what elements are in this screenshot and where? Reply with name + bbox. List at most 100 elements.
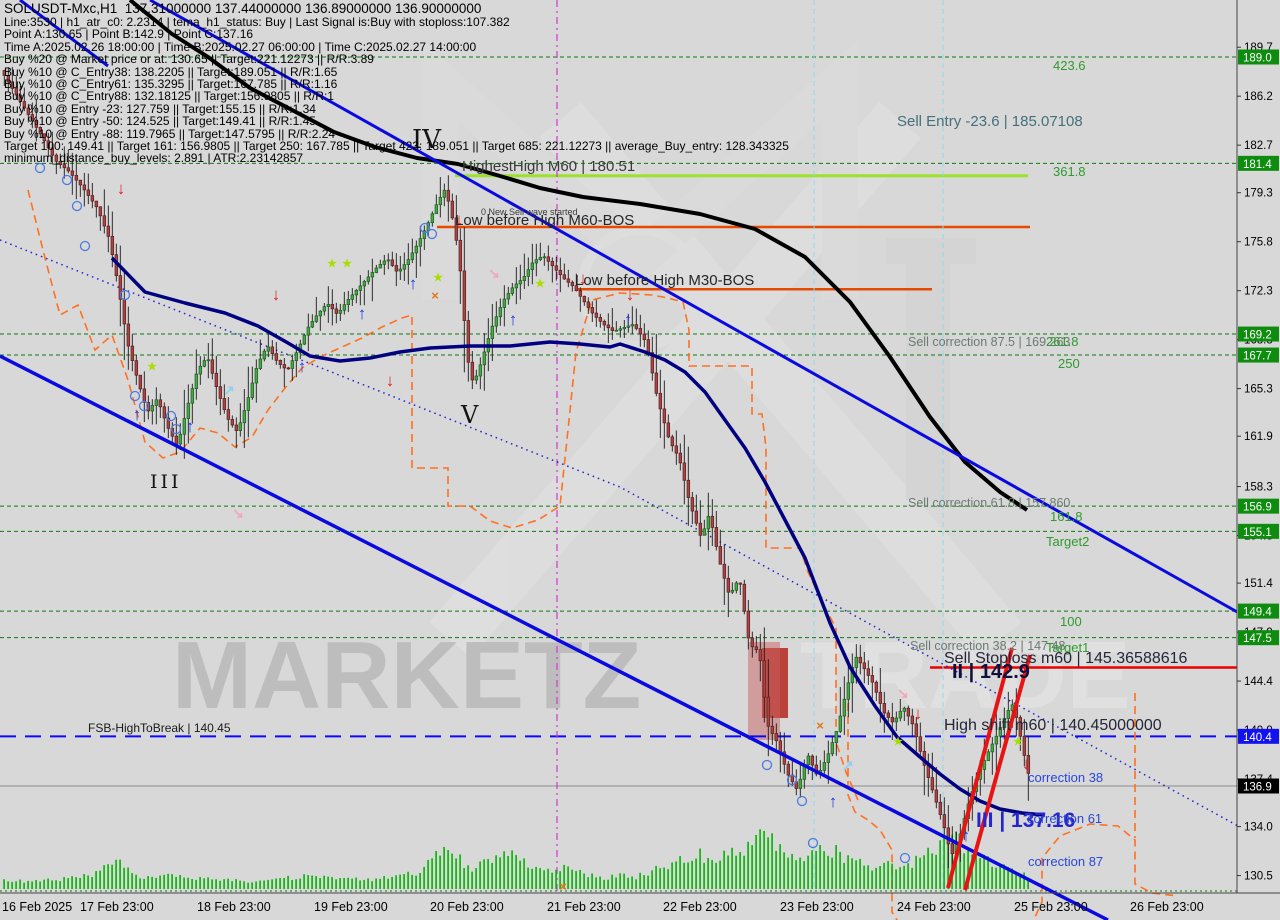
buy-level-line: Buy %10 @ C_Entry61: 135.3295 || Target:… — [4, 77, 338, 92]
info-panel: SOLUSDT-Mxc,H1 137.31000000 137.44000000… — [4, 2, 789, 165]
circle-marker-icon — [61, 174, 73, 186]
signal-line: Line:3530 | h1_atr_c0: 2.2314 | tema_h1_… — [4, 15, 510, 29]
times-line: Time A:2025.02.26 18:00:00 | Time B:2025… — [4, 39, 477, 54]
price-badge-label: 140.4 — [1243, 732, 1272, 744]
circle-marker-icon — [119, 289, 131, 301]
price-tick: 186.2 — [1244, 91, 1273, 103]
price-badge — [1238, 498, 1279, 514]
trendline-lower-channel[interactable] — [0, 354, 1109, 920]
price-axis[interactable] — [1237, 0, 1280, 920]
star-icon: ★ — [1013, 736, 1023, 748]
buy-arrow-icon: ↑ — [624, 310, 633, 329]
buy-arrow-icon: ↑ — [133, 405, 142, 424]
x-marker-icon: × — [816, 718, 824, 733]
buy-level-line: Buy %10 @ Entry -50: 124.525 || Target:1… — [4, 114, 316, 129]
annotation: Sell Entry -23.6 | 185.07108 — [897, 113, 1083, 130]
buy-arrow-icon: ↑ — [409, 274, 418, 293]
price-badge — [1238, 523, 1279, 539]
price-badge — [1238, 326, 1279, 342]
annotation: 261.8 — [1046, 334, 1079, 349]
price-tick: 172.3 — [1244, 286, 1273, 298]
hollow-up-arrow-icon: ↗ — [223, 382, 235, 398]
price-badge-label: 169.2 — [1243, 330, 1272, 342]
price-badge — [1238, 630, 1279, 646]
trendline-red-channel-2[interactable] — [963, 654, 1032, 891]
price-tick: 158.3 — [1244, 482, 1273, 494]
annotation: correction 38 — [1028, 770, 1103, 785]
time-label: 19 Feb 23:00 — [314, 900, 388, 914]
annotation: IV — [412, 125, 442, 155]
x-marker-icon: × — [431, 288, 439, 303]
price-badge-label: 189.0 — [1243, 53, 1272, 65]
sell-arrow-icon: ↓ — [579, 269, 588, 288]
circle-marker-icon — [165, 410, 177, 422]
star-icon: ★ — [433, 272, 443, 284]
star-icon: ★ — [342, 258, 352, 270]
price-tick: 151.4 — [1244, 578, 1273, 590]
annotation: Low before High M30-BOS — [575, 272, 754, 289]
price-badge — [1238, 347, 1279, 363]
price-badge — [1238, 728, 1279, 744]
brand-watermark: MARKETZ TRADE — [172, 622, 1131, 729]
time-label: 20 Feb 23:00 — [430, 900, 504, 914]
price-badge-label: 147.5 — [1243, 633, 1272, 645]
circle-marker-icon — [34, 162, 46, 174]
sell-arrow-icon: ↓ — [626, 285, 635, 304]
time-label: 25 Feb 23:00 — [1014, 900, 1088, 914]
circle-marker-icon — [170, 423, 182, 435]
symbol-ohlc-line: SOLUSDT-Mxc,H1 137.31000000 137.44000000… — [4, 1, 482, 16]
annotation: 0 New Sell wave started — [481, 207, 578, 217]
price-badge-label: 155.1 — [1243, 527, 1272, 539]
sell-arrow-icon: ↓ — [455, 210, 464, 229]
trendline-upper-channel[interactable] — [149, 0, 1256, 624]
logo-watermark — [422, 39, 1021, 658]
buy-arrow-icon: ↑ — [962, 826, 971, 845]
annotation: III | 137.16 — [976, 809, 1075, 832]
buy-level-line: Buy %10 @ Entry -88: 119.7965 || Target:… — [4, 126, 336, 141]
price-badge — [1238, 603, 1279, 619]
star-icon: ★ — [893, 736, 903, 748]
price-tick: 161.9 — [1244, 431, 1273, 443]
ma-daily[interactable] — [128, 0, 1029, 512]
annotation: II | 142.9 — [952, 661, 1030, 683]
price-badge — [1238, 49, 1279, 65]
annotation: High shift m60 | 140.45000000 — [944, 717, 1162, 734]
time-label: 24 Feb 23:00 — [897, 900, 971, 914]
circle-marker-icon — [71, 200, 83, 212]
annotation: correction 61 — [1027, 811, 1102, 826]
annotation: FSB-HighToBreak | 140.45 — [88, 721, 231, 735]
trendline-red-channel-1[interactable] — [946, 647, 1014, 889]
time-label: 23 Feb 23:00 — [780, 900, 854, 914]
sell-arrow-icon: ↓ — [1022, 754, 1031, 773]
price-tick: 179.3 — [1244, 188, 1273, 200]
circle-marker-icon — [761, 759, 773, 771]
star-icon: ★ — [327, 258, 337, 270]
circle-marker-icon — [419, 222, 431, 234]
annotation: III — [150, 471, 182, 493]
circle-marker-icon — [138, 400, 150, 412]
annotation: V — [460, 401, 479, 429]
time-label: 21 Feb 23:00 — [547, 900, 621, 914]
buy-level-line: Buy %20 @ Market price or at: 130.65 || … — [4, 52, 374, 67]
circle-marker-icon — [899, 852, 911, 864]
price-badge-label: 156.9 — [1243, 502, 1272, 514]
time-label: 17 Feb 23:00 — [80, 900, 154, 914]
annotation: 423.6 — [1053, 58, 1086, 73]
buy-arrow-icon: ↑ — [298, 357, 307, 376]
annotation: 250 — [1058, 356, 1080, 371]
annotation: Target2 — [1046, 534, 1089, 549]
x-marker-icon: × — [559, 879, 567, 894]
watermark-left: MARKETZ — [172, 622, 641, 729]
annotation: 161.8 — [1050, 509, 1083, 524]
time-label: 22 Feb 23:00 — [663, 900, 737, 914]
ma-slow[interactable] — [110, 256, 1046, 817]
trendline-corner-segment[interactable] — [19, 0, 109, 68]
hollow-up-arrow-icon: ↗ — [842, 757, 854, 773]
sell-arrow-icon: ↓ — [117, 179, 126, 198]
sell-arrow-icon: ↓ — [272, 285, 281, 304]
annotation: Sell correction 87.5 | 169.263 — [908, 335, 1070, 349]
annotation: Target1 — [1046, 640, 1089, 655]
